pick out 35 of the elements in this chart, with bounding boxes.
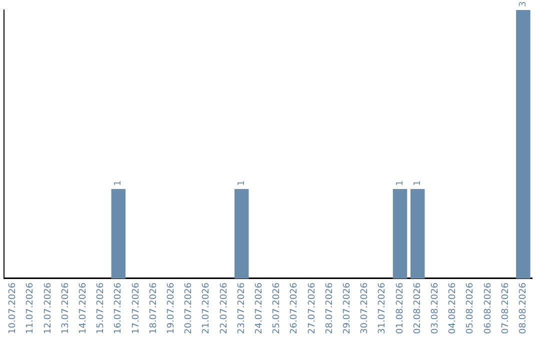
x-tick-label: 27.07.2026 <box>307 282 318 334</box>
x-tick-label: 07.08.2026 <box>500 282 511 334</box>
x-tick-label: 24.07.2026 <box>254 282 265 334</box>
x-tick-label: 28.07.2026 <box>324 282 335 334</box>
x-tick-label: 19.07.2026 <box>166 282 177 334</box>
x-tick-label: 05.08.2026 <box>466 282 476 334</box>
x-tick-label: 21.07.2026 <box>202 282 212 334</box>
x-tick-label: 20.07.2026 <box>184 282 194 334</box>
x-tick-label: 03.08.2026 <box>430 282 441 334</box>
x-tick-label: 17.07.2026 <box>131 282 142 334</box>
x-tick-label: 16.07.2026 <box>114 282 124 334</box>
x-tick-label: 02.08.2026 <box>412 282 423 334</box>
x-tick-label: 31.07.2026 <box>378 282 388 334</box>
x-tick-label: 11.07.2026 <box>26 282 36 334</box>
x-tick-label: 10.07.2026 <box>8 282 18 334</box>
x-tick-label: 29.07.2026 <box>342 282 353 334</box>
x-tick-label: 23.07.2026 <box>236 282 247 334</box>
x-tick-label: 06.08.2026 <box>483 282 494 334</box>
x-tick-label: 12.07.2026 <box>43 282 54 334</box>
x-tick-label: 18.07.2026 <box>148 282 159 334</box>
x-tick-label: 13.07.2026 <box>60 282 71 334</box>
x-tick-label: 14.07.2026 <box>78 282 89 334</box>
x-tick-label: 22.07.2026 <box>219 282 230 334</box>
x-tick-label: 30.07.2026 <box>360 282 370 334</box>
x-tick-label: 08.08.2026 <box>518 282 529 334</box>
x-tick-label: 26.07.2026 <box>290 282 300 334</box>
x-tick-label: 15.07.2026 <box>96 282 106 334</box>
x-tick-label: 01.08.2026 <box>395 282 406 334</box>
x-tick-label: 04.08.2026 <box>448 282 458 334</box>
data-label: 1 <box>395 180 406 186</box>
data-label: 3 <box>518 1 529 7</box>
data-label: 1 <box>114 180 124 186</box>
data-label: 1 <box>412 180 423 186</box>
data-label: 1 <box>236 180 247 186</box>
x-tick-label: 25.07.2026 <box>272 282 282 334</box>
